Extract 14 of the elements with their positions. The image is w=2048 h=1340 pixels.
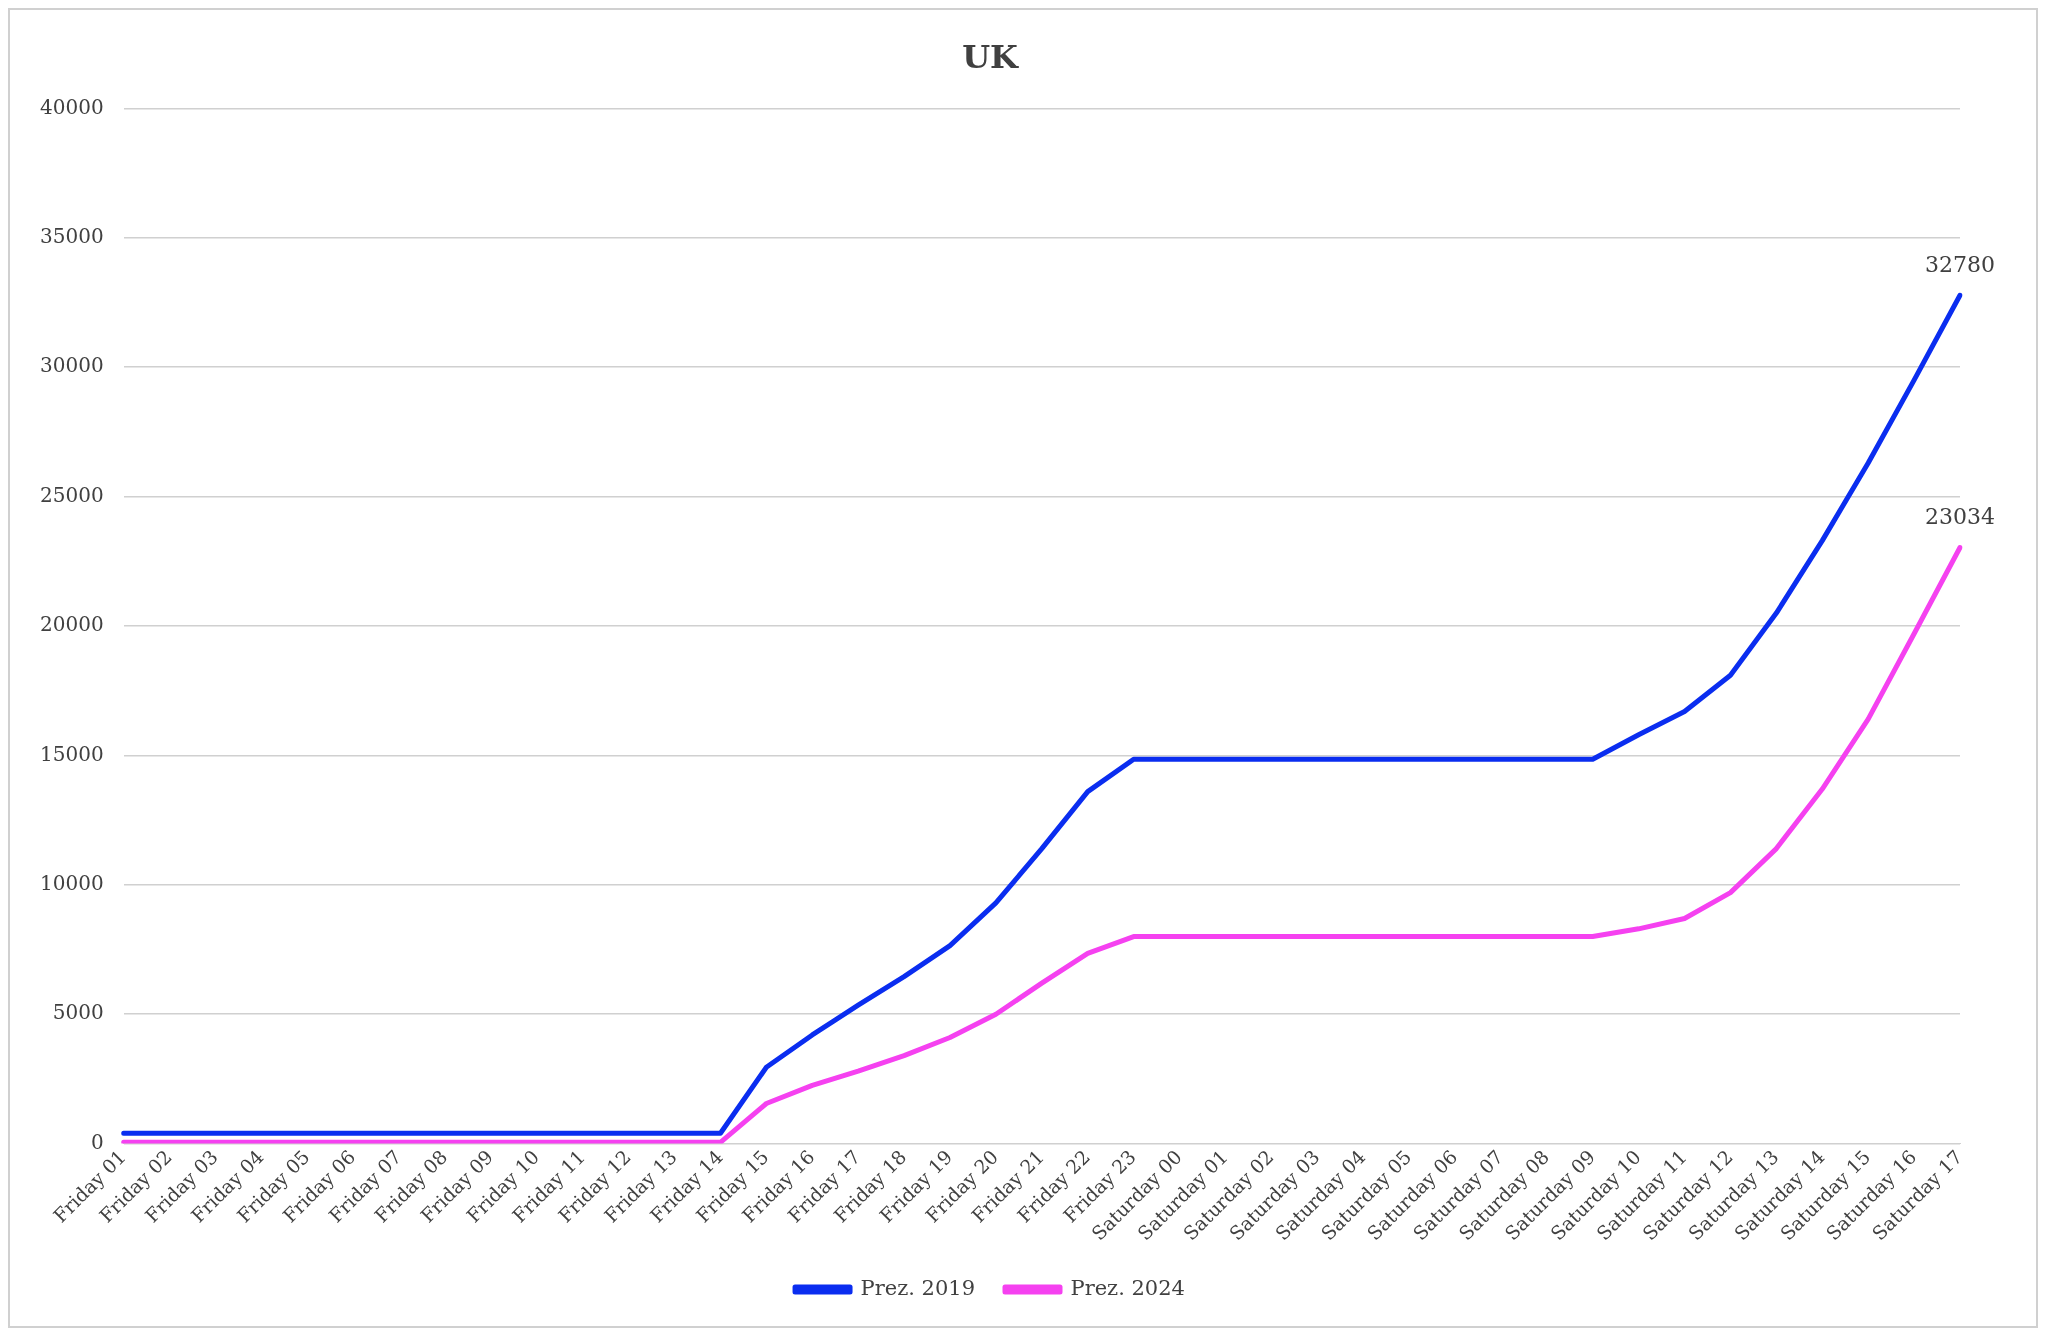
- y-tick-label: 35000: [40, 224, 104, 249]
- y-tick-label: 5000: [52, 1000, 104, 1025]
- legend-label: Prez. 2024: [1070, 1275, 1185, 1300]
- y-tick-label: 25000: [40, 482, 104, 507]
- y-tick-label: 20000: [40, 612, 104, 637]
- y-tick-label: 40000: [40, 94, 104, 119]
- y-tick-label: 30000: [40, 353, 104, 378]
- y-tick-label: 0: [90, 1129, 104, 1154]
- y-tick-label: 15000: [40, 741, 104, 766]
- data-label: 23034: [1925, 504, 1995, 530]
- legend-label: Prez. 2019: [860, 1275, 976, 1300]
- data-label: 32780: [1925, 251, 1995, 277]
- chart-title: UK: [962, 37, 1020, 76]
- y-tick-label: 10000: [40, 871, 104, 896]
